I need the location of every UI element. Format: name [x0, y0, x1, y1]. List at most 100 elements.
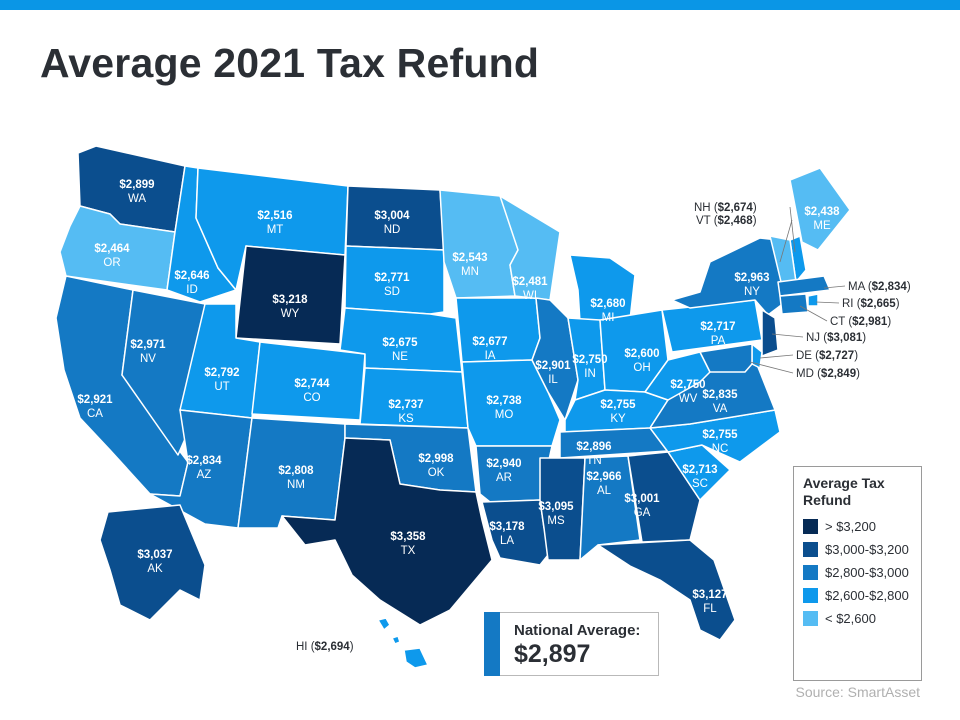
- state-ak: [99, 504, 206, 621]
- callout-open-paren: (: [845, 316, 852, 328]
- legend-swatch: [803, 588, 818, 603]
- state-value-label: $2,468: [718, 215, 754, 227]
- state-abbr-label: WY: [281, 308, 300, 320]
- state-abbr-label: SC: [692, 478, 708, 490]
- state-abbr-label: IL: [548, 374, 558, 386]
- legend-item: $3,000-$3,200: [803, 541, 912, 558]
- state-value-label: $3,178: [489, 521, 525, 533]
- state-abbr-label: UT: [214, 381, 229, 393]
- state-value-label: $2,921: [77, 394, 113, 406]
- state-hi: [377, 617, 429, 669]
- state-value-label: $3,095: [538, 501, 574, 513]
- legend-label: < $2,600: [825, 611, 876, 626]
- callout-open-paren: (: [812, 350, 819, 362]
- state-abbr-label: KY: [610, 413, 626, 425]
- state-abbr-label: NM: [287, 479, 305, 491]
- national-average-label: National Average:: [514, 622, 641, 639]
- state-abbr-label: MO: [495, 409, 514, 421]
- state-value-label: $2,981: [852, 316, 888, 328]
- state-value-label: $2,727: [819, 350, 854, 362]
- state-value-label: $2,971: [130, 339, 166, 351]
- state-abbr-label: NH: [694, 202, 711, 214]
- state-value-label: $2,677: [472, 336, 507, 348]
- state-abbr-label: TX: [401, 545, 416, 557]
- callout-close-paren: ): [887, 316, 891, 328]
- state-abbr-label: DE: [796, 350, 812, 362]
- callout-line: [799, 305, 828, 322]
- state-abbr-label: NJ: [806, 332, 820, 344]
- state-value-label: $2,464: [94, 243, 130, 255]
- page-title: Average 2021 Tax Refund: [40, 40, 540, 86]
- state-abbr-label: OK: [428, 467, 445, 479]
- state-callout-label: NJ ($3,081): [806, 332, 866, 344]
- state-value-label: $2,516: [257, 210, 292, 222]
- state-value-label: $2,750: [670, 379, 705, 391]
- state-abbr-label: NV: [140, 353, 156, 365]
- state-value-label: $3,037: [137, 549, 172, 561]
- national-average-accent: [484, 612, 500, 676]
- legend-swatch: [803, 611, 818, 626]
- callout-close-paren: ): [753, 202, 757, 214]
- state-value-label: $2,738: [486, 395, 522, 407]
- state-abbr-label: AL: [597, 485, 612, 497]
- top-accent-bar: [0, 0, 960, 10]
- state-abbr-label: VA: [713, 403, 728, 415]
- state-callout-label: HI ($2,694): [296, 641, 354, 653]
- state-value-label: $3,001: [624, 493, 660, 505]
- state-value-label: $2,834: [186, 455, 222, 467]
- callout-close-paren: ): [854, 350, 858, 362]
- state-value-label: $3,127: [692, 589, 727, 601]
- state-value-label: $3,004: [374, 210, 410, 222]
- state-value-label: $2,896: [576, 441, 611, 453]
- legend-item: $2,600-$2,800: [803, 587, 912, 604]
- state-abbr-label: MI: [602, 312, 615, 324]
- callout-open-paren: (: [814, 368, 821, 380]
- state-me: [789, 167, 851, 251]
- state-callout-label: DE ($2,727): [796, 350, 858, 362]
- state-abbr-label: VT: [696, 215, 711, 227]
- state-abbr-label: MS: [547, 515, 565, 527]
- state-abbr-label: IN: [584, 368, 596, 380]
- legend-swatch: [803, 519, 818, 534]
- state-abbr-label: PA: [711, 335, 726, 347]
- legend-item: < $2,600: [803, 610, 912, 627]
- state-abbr-label: NC: [712, 443, 729, 455]
- state-abbr-label: NY: [744, 286, 760, 298]
- state-abbr-label: NE: [392, 351, 408, 363]
- callout-close-paren: ): [907, 281, 911, 293]
- state-abbr-label: TN: [586, 455, 601, 467]
- callout-line: [779, 219, 793, 263]
- legend-label: $2,600-$2,800: [825, 588, 909, 603]
- state-abbr-label: AK: [147, 563, 163, 575]
- state-value-label: $2,755: [600, 399, 636, 411]
- callout-line: [749, 361, 794, 374]
- national-average-value: $2,897: [514, 640, 591, 668]
- state-value-label: $2,675: [382, 337, 418, 349]
- state-abbr-label: ID: [186, 284, 198, 296]
- state-callout-label: VT ($2,468): [696, 215, 757, 227]
- state-value-label: $2,998: [418, 453, 454, 465]
- state-value-label: $2,849: [821, 368, 856, 380]
- state-value-label: $2,713: [682, 464, 717, 476]
- legend-label: $3,000-$3,200: [825, 542, 909, 557]
- state-abbr-label: CO: [303, 392, 320, 404]
- state-callout-label: MA ($2,834): [848, 281, 911, 293]
- state-value-label: $2,680: [590, 298, 625, 310]
- state-abbr-label: IA: [485, 350, 496, 362]
- state-value-label: $2,481: [512, 276, 548, 288]
- state-callout-label: NH ($2,674): [694, 202, 757, 214]
- state-md: [699, 343, 753, 373]
- source-note: Source: SmartAsset: [795, 684, 921, 700]
- state-callout-label: RI ($2,665): [842, 298, 900, 310]
- state-value-label: $2,792: [204, 367, 239, 379]
- state-value-label: $2,737: [388, 399, 423, 411]
- legend-label: $2,800-$3,000: [825, 565, 909, 580]
- callout-close-paren: ): [896, 298, 900, 310]
- state-callout-label: MD ($2,849): [796, 368, 860, 380]
- state-value-label: $2,963: [734, 272, 769, 284]
- state-value-label: $3,358: [390, 531, 426, 543]
- state-value-label: $2,940: [486, 458, 521, 470]
- state-value-label: $2,808: [278, 465, 314, 477]
- state-abbr-label: ME: [813, 220, 831, 232]
- legend-item: $2,800-$3,000: [803, 564, 912, 581]
